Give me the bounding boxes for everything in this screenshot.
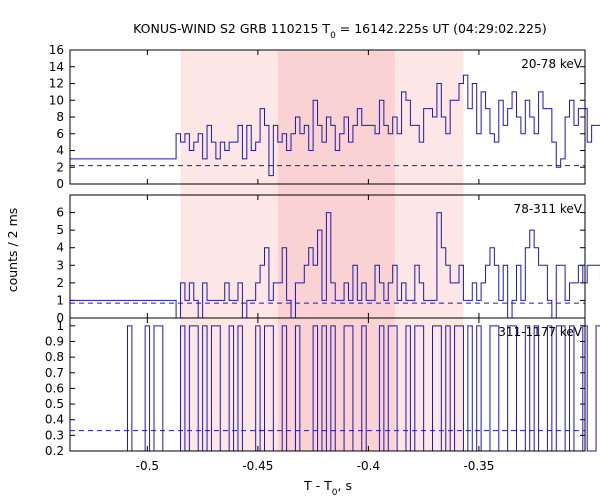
y-tick-label: 0 [56, 311, 64, 325]
y-tick-label: 16 [49, 43, 64, 57]
y-tick-label: 0.7 [45, 366, 64, 380]
x-tick-label: -0.4 [357, 459, 380, 473]
count-series [70, 325, 600, 452]
y-tick-label: 14 [49, 60, 64, 74]
y-tick-label: 0.3 [45, 428, 64, 442]
y-tick-label: 0.2 [45, 444, 64, 458]
x-axis-label: T - T0, s [303, 478, 352, 498]
y-tick-label: 12 [49, 77, 64, 91]
y-tick-label: 4 [56, 144, 64, 158]
y-tick-label: 8 [56, 110, 64, 124]
y-tick-label: 0.8 [45, 350, 64, 364]
y-tick-label: 3 [56, 258, 64, 272]
y-axis-label: counts / 2 ms [5, 208, 20, 293]
energy-band-label: 78-311 keV [514, 202, 583, 216]
panel-1: 0 2 4 6 8 10 12 14 16 20-78 keV [49, 43, 600, 191]
x-tick-label: -0.35 [463, 459, 494, 473]
y-tick-label: 6 [56, 206, 64, 220]
y-tick-label: 0.9 [45, 334, 64, 348]
y-tick-label: 0.5 [45, 397, 64, 411]
y-tick-label: 0.4 [45, 413, 64, 427]
y-tick-label: 10 [49, 93, 64, 107]
y-tick-label: 5 [56, 223, 64, 237]
y-tick-label: 0 [56, 177, 64, 191]
chart-title: KONUS-WIND S2 GRB 110215 T0 = 16142.225s… [133, 21, 547, 41]
panel-frame [69, 317, 586, 452]
count-series [70, 74, 600, 177]
x-axis-ticks: -0.5 -0.45 -0.4 -0.35 [136, 459, 495, 473]
y-tick-label: 0.6 [45, 381, 64, 395]
y-tick-label: 2 [56, 160, 64, 174]
y-tick-label: 1 [56, 319, 64, 333]
x-tick-label: -0.45 [242, 459, 273, 473]
panel-3: 0.2 0.30.4 0.5 0.60.7 0.8 0.91 311-1177 keV [45, 317, 600, 458]
y-tick-label: 2 [56, 276, 64, 290]
x-tick-label: -0.5 [136, 459, 159, 473]
y-tick-label: 1 [56, 293, 64, 307]
energy-band-label: 311-1177 keV [498, 325, 582, 339]
y-tick-label: 6 [56, 127, 64, 141]
count-series [70, 212, 600, 319]
energy-band-label: 20-78 keV [521, 57, 583, 71]
panel-frame [69, 49, 586, 185]
panel-2: 0 1 2 3 4 5 6 78-311 keV [56, 194, 600, 325]
y-tick-label: 4 [56, 241, 64, 255]
